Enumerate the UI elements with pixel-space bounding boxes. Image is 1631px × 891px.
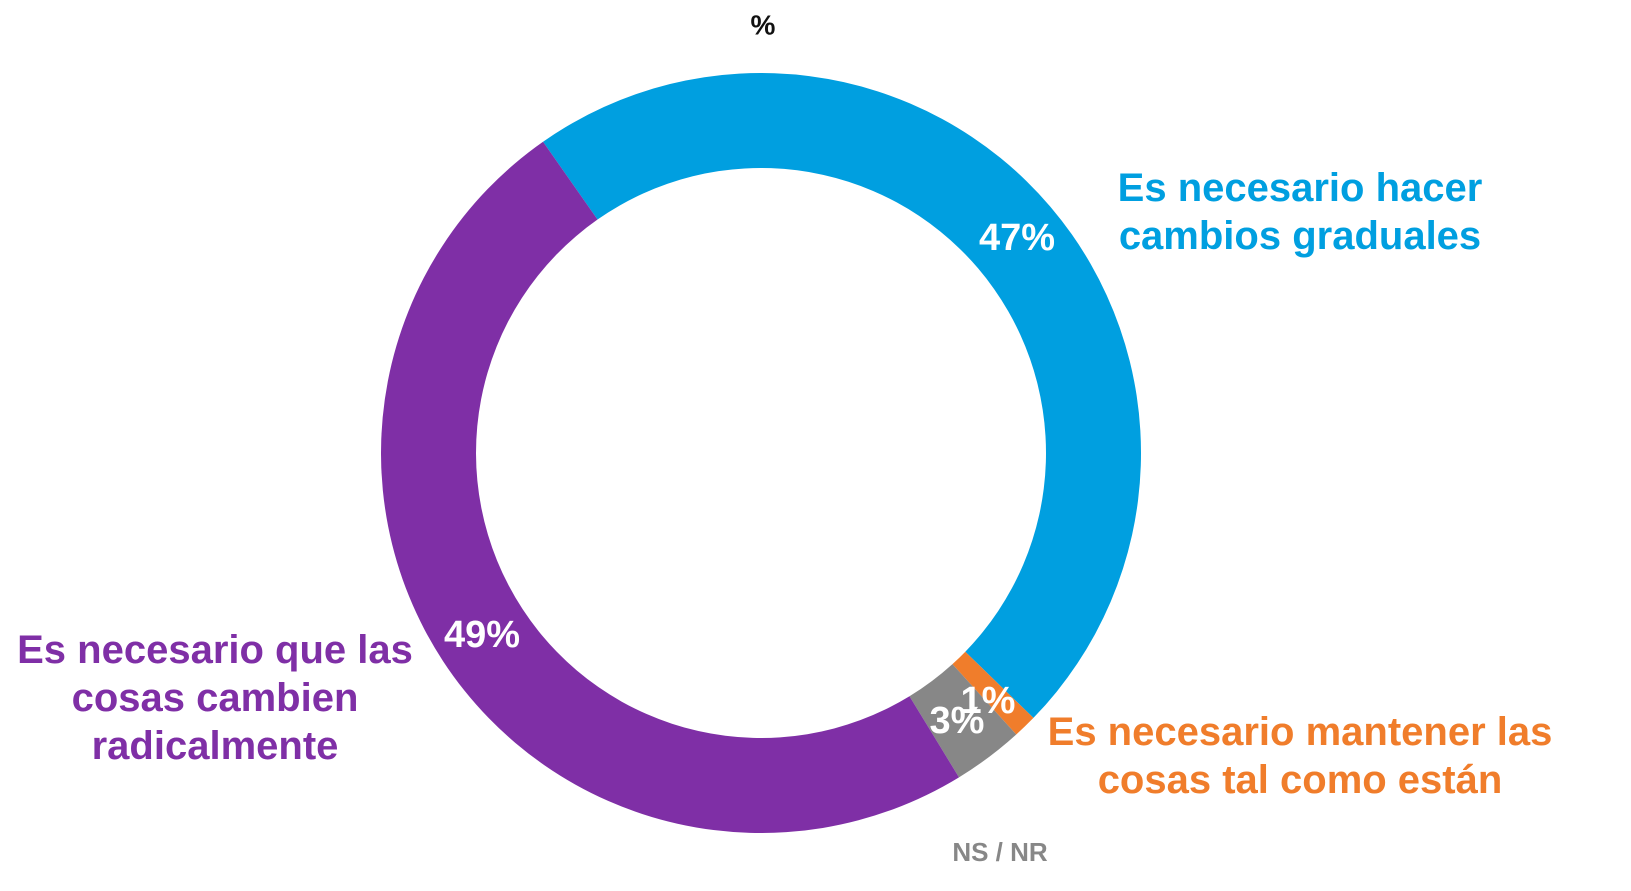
category-label: Es necesario mantener las cosas tal como… bbox=[1047, 710, 1553, 802]
chart-title: % bbox=[751, 9, 776, 40]
donut-segment bbox=[380, 141, 959, 834]
donut-segment bbox=[543, 72, 1142, 718]
category-label: NS / NR bbox=[952, 837, 1048, 867]
value-label: 3% bbox=[930, 700, 985, 742]
value-label: 49% bbox=[444, 614, 520, 656]
category-label: Es necesario hacer cambios graduales bbox=[1117, 166, 1483, 258]
value-label: 47% bbox=[979, 217, 1055, 259]
donut-segment bbox=[909, 664, 1017, 778]
value-label: 1% bbox=[961, 680, 1016, 722]
donut-segment bbox=[952, 651, 1034, 735]
category-label: Es necesario que las cosas cambien radic… bbox=[17, 628, 413, 768]
